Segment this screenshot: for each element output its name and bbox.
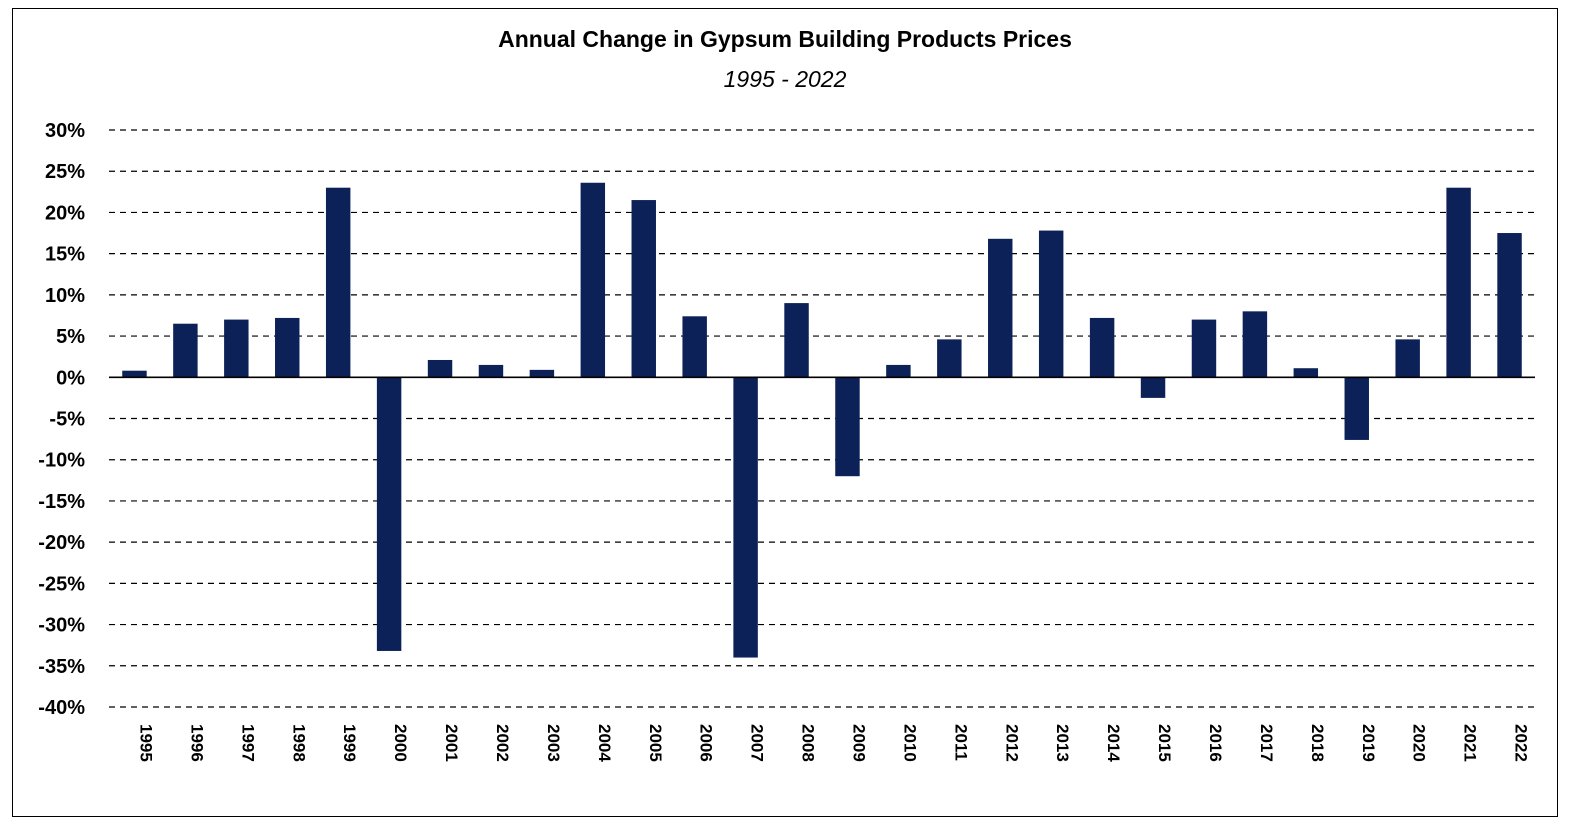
chart-title: Annual Change in Gypsum Building Product… bbox=[498, 26, 1072, 52]
bar-2010 bbox=[886, 364, 911, 378]
x-tick-label: 2002 bbox=[493, 724, 512, 762]
x-tick-label: 2017 bbox=[1257, 724, 1276, 762]
y-tick-label: 30% bbox=[45, 120, 85, 142]
y-tick-label: -25% bbox=[38, 573, 85, 595]
chart-subtitle: 1995 - 2022 bbox=[723, 66, 847, 92]
x-tick-label: 2014 bbox=[1104, 724, 1123, 762]
x-tick-label: 2001 bbox=[442, 724, 461, 762]
bar-1999 bbox=[325, 187, 351, 378]
y-tick-label: -5% bbox=[49, 409, 85, 431]
bar-2002 bbox=[478, 364, 504, 378]
x-tick-label: 2005 bbox=[646, 724, 665, 762]
bar-2004 bbox=[580, 182, 606, 378]
x-tick-label: 1997 bbox=[238, 724, 257, 762]
bars bbox=[122, 182, 1522, 658]
y-tick-label: 25% bbox=[45, 161, 85, 183]
x-tick-label: 2008 bbox=[799, 724, 818, 762]
y-tick-label: -15% bbox=[38, 491, 85, 513]
bar-2005 bbox=[631, 200, 656, 378]
bar-2019 bbox=[1344, 377, 1369, 440]
bar-2015 bbox=[1140, 377, 1166, 398]
x-tick-label: 2022 bbox=[1512, 724, 1531, 762]
x-tick-label: 2018 bbox=[1308, 724, 1327, 762]
bar-2020 bbox=[1395, 339, 1420, 378]
x-tick-label: 1998 bbox=[289, 724, 308, 762]
bar-2001 bbox=[427, 359, 453, 378]
y-tick-label: -10% bbox=[38, 450, 85, 472]
y-tick-label: -40% bbox=[38, 697, 85, 719]
x-tick-label: 2015 bbox=[1155, 724, 1174, 762]
x-tick-label: 2011 bbox=[951, 724, 970, 761]
x-tick-label: 1995 bbox=[136, 724, 155, 762]
x-tick-label: 1999 bbox=[340, 724, 359, 762]
bar-2006 bbox=[682, 316, 707, 378]
x-tick-label: 2003 bbox=[544, 724, 563, 762]
x-tick-label: 2016 bbox=[1206, 724, 1225, 762]
bar-2000 bbox=[376, 377, 402, 651]
x-tick-label: 1996 bbox=[187, 724, 206, 762]
x-tick-label: 2000 bbox=[391, 724, 410, 762]
bar-2014 bbox=[1089, 317, 1115, 378]
y-tick-label: 15% bbox=[45, 244, 85, 266]
y-tick-label: 10% bbox=[45, 285, 85, 307]
x-tick-label: 2013 bbox=[1053, 724, 1072, 762]
bar-1996 bbox=[173, 323, 198, 378]
bar-2011 bbox=[937, 339, 962, 378]
bar-2013 bbox=[1038, 230, 1064, 378]
y-tick-label: -30% bbox=[38, 615, 85, 637]
y-tick-label: -35% bbox=[38, 656, 85, 678]
y-tick-label: 5% bbox=[56, 326, 85, 348]
chart-frame bbox=[12, 8, 1558, 817]
x-tick-label: 2020 bbox=[1410, 724, 1429, 762]
bar-2009 bbox=[835, 377, 860, 477]
x-tick-label: 2007 bbox=[748, 724, 767, 762]
bar-1997 bbox=[224, 319, 249, 378]
bar-2012 bbox=[988, 238, 1013, 378]
bar-2008 bbox=[784, 303, 809, 378]
y-tick-label: 0% bbox=[56, 367, 85, 389]
bar-2021 bbox=[1446, 187, 1471, 378]
bar-1998 bbox=[275, 317, 300, 378]
bar-2017 bbox=[1242, 311, 1268, 378]
bar-2007 bbox=[733, 377, 758, 658]
bar-1995 bbox=[122, 370, 147, 378]
x-tick-label: 2004 bbox=[595, 724, 614, 762]
y-tick-label: -20% bbox=[38, 532, 85, 554]
bar-2003 bbox=[529, 369, 555, 378]
gridlines bbox=[109, 129, 1535, 708]
x-axis-ticks: 1995 1996 1997 1998 1999 2000 2001 2002 2003 2004… bbox=[136, 724, 1530, 762]
x-tick-label: 2010 bbox=[900, 724, 919, 762]
x-tick-label: 2012 bbox=[1002, 724, 1021, 762]
x-tick-label: 2021 bbox=[1461, 724, 1480, 762]
x-tick-label: 2006 bbox=[697, 724, 716, 762]
y-tick-label: 20% bbox=[45, 202, 85, 224]
y-axis-ticks: 30% 25% 20% 15% 10% 5% 0% -5% -10% -15% -20% -25% -3… bbox=[38, 120, 85, 719]
x-tick-label: 2009 bbox=[849, 724, 868, 762]
bar-2018 bbox=[1293, 368, 1319, 378]
bar-2016 bbox=[1191, 319, 1217, 378]
bar-2022 bbox=[1497, 233, 1522, 378]
x-tick-label: 2019 bbox=[1359, 724, 1378, 762]
